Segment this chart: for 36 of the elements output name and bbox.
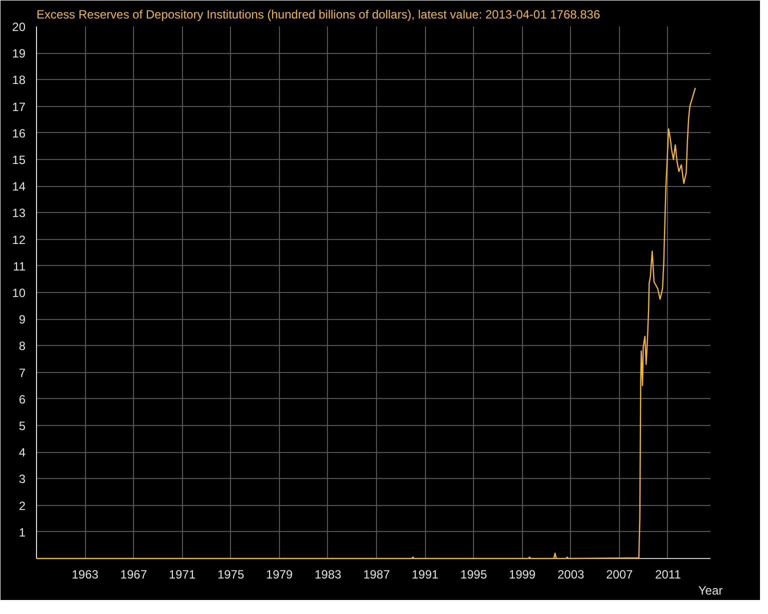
x-tick-label: 1987 <box>363 568 390 582</box>
x-tick-label: 1967 <box>120 568 148 582</box>
x-tick-label: 1999 <box>508 568 536 582</box>
x-tick-label: 1995 <box>460 568 488 582</box>
y-tick-label: 8 <box>18 339 26 354</box>
y-tick-label: 15 <box>12 153 26 167</box>
y-tick-label: 1 <box>18 525 26 540</box>
x-tick-label: 1963 <box>72 568 99 582</box>
y-tick-label: 13 <box>12 206 26 220</box>
x-tick-label: 1971 <box>168 568 196 582</box>
x-tick-label: 2011 <box>655 568 682 582</box>
y-tick-label: 5 <box>18 419 26 433</box>
y-tick-label: 10 <box>12 286 26 300</box>
x-tick-label: 1991 <box>412 568 439 582</box>
y-tick-label: 12 <box>12 232 26 247</box>
x-axis-title: Year <box>698 584 723 598</box>
y-tick-label: 2 <box>18 498 26 513</box>
x-tick-label: 2003 <box>557 568 585 582</box>
x-tick-label: 1983 <box>314 568 342 582</box>
y-tick-label: 6 <box>18 392 26 406</box>
x-tick-label: 1979 <box>266 568 294 582</box>
y-tick-label: 3 <box>18 472 26 486</box>
x-tick-label: 1975 <box>217 568 244 582</box>
line-series <box>36 87 696 560</box>
y-tick-label: 4 <box>18 446 26 460</box>
y-tick-label: 9 <box>18 312 26 327</box>
y-tick-label: 11 <box>13 259 26 274</box>
x-tick-label: 2007 <box>606 568 634 582</box>
y-tick-label: 7 <box>18 366 26 380</box>
y-tick-label: 17 <box>12 100 26 114</box>
y-tick-label: 19 <box>12 46 26 61</box>
chart-title: Excess Reserves of Depository Institutions (hundred billions of dollars), latest value: 2013-04-01 1768.836 <box>36 8 600 22</box>
y-tick-label: 14 <box>12 180 26 194</box>
y-tick-label: 16 <box>12 126 26 140</box>
y-tick-label: 20 <box>12 20 26 34</box>
y-tick-label: 18 <box>12 73 26 88</box>
